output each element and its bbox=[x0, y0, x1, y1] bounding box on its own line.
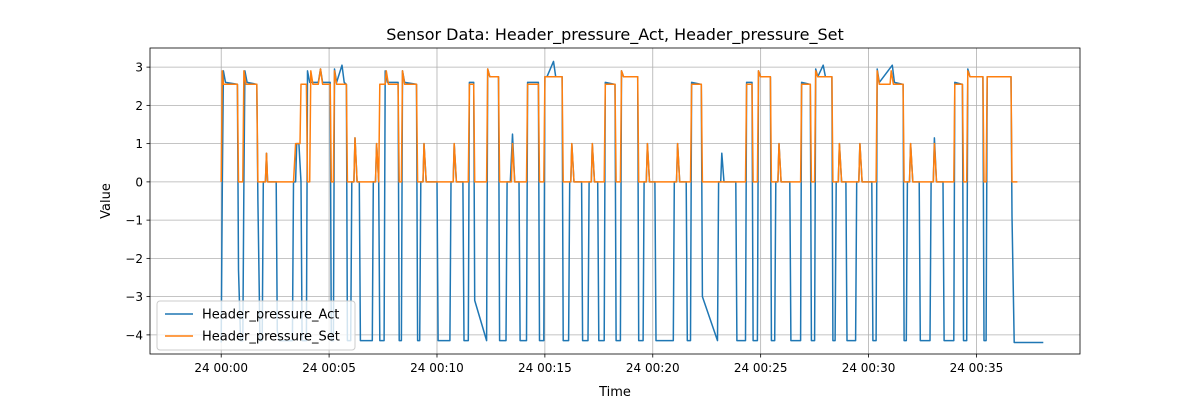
x-axis-title: Time bbox=[598, 385, 631, 400]
y-tick-label: 1 bbox=[135, 137, 143, 151]
y-tick-label: −4 bbox=[125, 328, 143, 342]
chart-title: Sensor Data: Header_pressure_Act, Header… bbox=[386, 25, 844, 45]
y-tick-label: 0 bbox=[135, 175, 143, 189]
y-tick-label: 3 bbox=[135, 61, 143, 75]
legend: Header_pressure_Act Header_pressure_Set bbox=[156, 300, 356, 351]
y-tick-label: 2 bbox=[135, 99, 143, 113]
plot-frame bbox=[149, 47, 1081, 355]
y-tick-label: −1 bbox=[125, 214, 143, 228]
y-axis-title: Value bbox=[99, 183, 114, 219]
x-tick-label: 24 00:05 bbox=[302, 361, 356, 375]
legend-label-header-pressure-set: Header_pressure_Set bbox=[202, 330, 340, 345]
x-tick-label: 24 00:10 bbox=[410, 361, 464, 375]
data-series bbox=[220, 60, 1044, 344]
x-tick-label: 24 00:20 bbox=[626, 361, 680, 375]
x-tick-label: 24 00:35 bbox=[950, 361, 1004, 375]
x-tick-label: 24 00:00 bbox=[194, 361, 248, 375]
x-axis-ticks: 24 00:00 24 00:05 24 00:10 24 00:15 24 00:20… bbox=[194, 354, 1003, 375]
y-tick-label: −2 bbox=[125, 252, 143, 266]
x-tick-label: 24 00:15 bbox=[518, 361, 572, 375]
y-axis-ticks: 3 2 1 0 −1 −2 −3 −4 bbox=[125, 61, 150, 342]
legend-box bbox=[156, 300, 356, 351]
x-tick-label: 24 00:25 bbox=[734, 361, 788, 375]
x-tick-label: 24 00:30 bbox=[842, 361, 896, 375]
y-tick-label: −3 bbox=[125, 290, 143, 304]
legend-label-header-pressure-act: Header_pressure_Act bbox=[202, 308, 339, 323]
header-pressure-set-line bbox=[220, 68, 1018, 183]
